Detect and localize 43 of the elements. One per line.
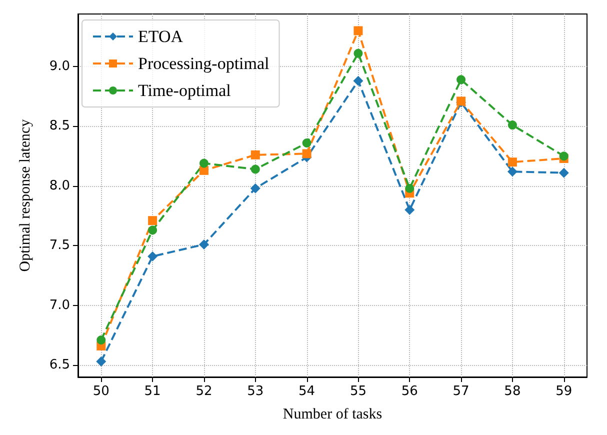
point <box>353 76 364 86</box>
point <box>508 120 517 130</box>
x-axis-title: Number of tasks <box>282 406 382 422</box>
point <box>354 26 363 36</box>
x-tick-label: 50 <box>92 384 110 399</box>
y-tick-label: 8.5 <box>49 118 70 134</box>
point <box>148 216 158 226</box>
x-tick-label: 53 <box>247 384 264 399</box>
point <box>558 168 569 178</box>
point <box>507 166 518 177</box>
y-tick-label: 8.0 <box>49 178 70 194</box>
y-tick-label: 7.0 <box>49 298 70 313</box>
x-tick-label: 58 <box>504 384 521 399</box>
y-tick-label: 6.5 <box>49 358 70 373</box>
point <box>404 204 415 215</box>
x-tick-label: 55 <box>350 384 366 399</box>
y-tick-label: 7.5 <box>49 238 70 254</box>
point <box>199 158 208 168</box>
legend-label: Time-optimal <box>138 81 232 100</box>
point <box>405 184 414 193</box>
legend-label: ETOA <box>138 27 184 46</box>
point <box>250 183 260 194</box>
point <box>198 239 209 250</box>
point <box>354 48 363 58</box>
point <box>148 226 158 235</box>
x-tick-label: 57 <box>452 384 470 399</box>
x-tick-label: 59 <box>556 384 572 399</box>
point <box>96 335 106 344</box>
x-tick-label: 54 <box>298 384 316 399</box>
y-axis-title: Optimal response latency <box>18 118 34 272</box>
x-tick-label: 51 <box>144 384 161 399</box>
point <box>508 158 517 167</box>
y-tick-label: 9.0 <box>49 59 70 74</box>
x-tick-label: 52 <box>196 384 212 399</box>
point <box>302 138 312 148</box>
point <box>250 150 260 160</box>
legend-label: Processing-optimal <box>138 54 270 73</box>
point <box>456 75 466 84</box>
x-tick-label: 56 <box>401 384 418 399</box>
point <box>148 251 158 262</box>
point <box>250 164 260 174</box>
point <box>302 149 312 158</box>
point <box>96 356 106 366</box>
